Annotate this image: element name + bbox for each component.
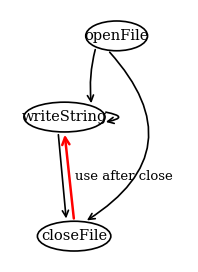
FancyArrowPatch shape <box>62 137 74 218</box>
FancyArrowPatch shape <box>87 50 95 101</box>
Text: closeFile: closeFile <box>41 229 107 243</box>
FancyArrowPatch shape <box>89 52 149 219</box>
Text: openFile: openFile <box>84 29 149 43</box>
Ellipse shape <box>37 221 111 251</box>
Ellipse shape <box>86 21 148 51</box>
FancyArrowPatch shape <box>58 135 69 217</box>
FancyArrowPatch shape <box>106 112 119 123</box>
Text: use after close: use after close <box>75 170 173 183</box>
Text: writeString: writeString <box>22 110 107 124</box>
Ellipse shape <box>24 102 105 132</box>
